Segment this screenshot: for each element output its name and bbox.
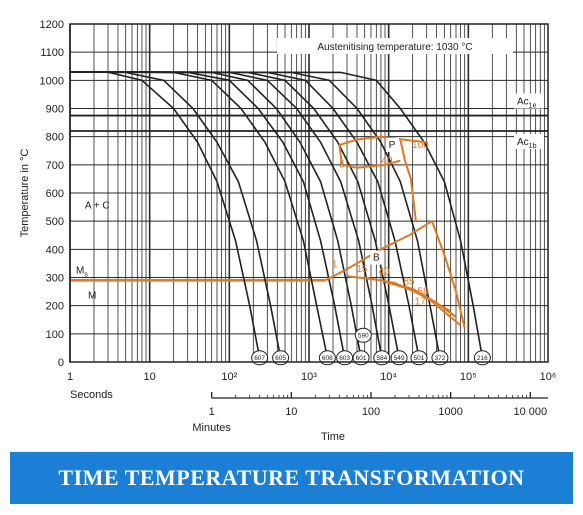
region-label: P	[389, 140, 396, 151]
transformation-percentage: 40	[381, 155, 393, 166]
transformation-curve-bainite-start	[324, 220, 433, 282]
hardness-value: 590	[358, 333, 369, 340]
hardness-value: 603	[339, 355, 350, 362]
time-axis-label: Time	[321, 431, 345, 443]
transformation-percentage: 40	[379, 267, 391, 278]
transformation-curve-bainite-lower-3	[384, 280, 457, 318]
minutes-tick-label: 1000	[438, 406, 462, 418]
grid	[69, 23, 548, 363]
cooling-curve-601	[69, 71, 362, 358]
transformation-curve-bainite-100	[431, 220, 466, 329]
transformation-percentage: 58	[417, 286, 429, 297]
transformation-curve-pearlite-lower	[338, 144, 401, 169]
title-banner: TIME TEMPERATURE TRANSFORMATION	[10, 452, 573, 504]
y-tick-label: 0	[58, 357, 64, 369]
hardness-value: 601	[356, 355, 367, 362]
banner-title: TIME TEMPERATURE TRANSFORMATION	[58, 465, 525, 490]
cooling-curve-608	[69, 71, 329, 358]
region-label-bg	[385, 137, 399, 152]
transformation-percentage: 17	[415, 296, 427, 307]
critical-label-ac1b: Ac1b	[517, 137, 537, 150]
austenitising-annotation: Austenitising temperature: 1030 °C	[317, 42, 472, 53]
hardness-value: 501	[414, 355, 425, 362]
seconds-tick-label: 10⁶	[540, 371, 557, 383]
critical-label-bg	[514, 93, 544, 109]
critical-temperature-lines: Ac1e Ac1b	[70, 93, 548, 282]
hardness-value: 608	[322, 355, 333, 362]
hardness-marker	[354, 327, 372, 343]
hardness-value: 372	[434, 355, 445, 362]
y-tick-label: 700	[46, 160, 64, 172]
region-label: B	[373, 253, 380, 264]
y-tick-label: 300	[46, 273, 64, 285]
axes: 0100200300400500600700800900100011001200…	[19, 19, 556, 443]
cooling-curves	[69, 71, 484, 358]
minutes-tick-label: 1	[209, 406, 215, 418]
y-tick-label: 1000	[40, 75, 64, 87]
y-tick-label: 400	[46, 244, 64, 256]
y-axis-label: Temperature in °C	[19, 149, 31, 238]
critical-label-bg	[514, 134, 544, 150]
seconds-tick-label: 10²	[221, 371, 237, 383]
transformation-percentage: 1	[332, 260, 338, 271]
seconds-tick-label: 10³	[301, 371, 317, 383]
hardness-value: 549	[394, 355, 405, 362]
hardness-value: 216	[477, 355, 488, 362]
annotation-bg	[276, 38, 513, 54]
cooling-curve-372	[69, 71, 441, 358]
transformation-percentage: 15	[356, 264, 368, 275]
y-tick-label: 800	[46, 132, 64, 144]
region-label: M	[88, 291, 96, 302]
transformation-percentage: 85	[403, 277, 415, 288]
cooling-curve-607	[69, 71, 261, 358]
cooling-curve-605	[69, 71, 282, 358]
region-label: A + C	[85, 200, 110, 211]
cooling-curve-603	[69, 71, 346, 358]
hardness-value: 605	[275, 355, 286, 362]
hardness-value: 584	[376, 355, 387, 362]
plot-frame	[69, 23, 549, 363]
seconds-tick-label: 10	[144, 371, 156, 383]
minutes-tick-label: 10 000	[513, 406, 547, 418]
cooling-curve-549	[69, 71, 400, 358]
region-label-bg	[370, 250, 384, 265]
transformation-curve-pearlite-100	[399, 139, 417, 222]
cooling-curve-584	[69, 71, 383, 358]
y-tick-label: 500	[46, 216, 64, 228]
y-tick-label: 900	[46, 104, 64, 116]
y-tick-label: 200	[46, 301, 64, 313]
transformation-percentage: 100	[412, 140, 429, 151]
cooling-curve-501	[69, 71, 420, 358]
y-tick-label: 600	[46, 188, 64, 200]
y-tick-label: 100	[46, 329, 64, 341]
transformation-curve-bainite-lower-2	[364, 276, 462, 327]
minutes-axis-label: Minutes	[192, 422, 231, 434]
hardness-value: 607	[254, 355, 265, 362]
minutes-tick-label: 100	[362, 406, 380, 418]
seconds-axis-label: Seconds	[70, 389, 113, 401]
transformation-curve-pearlite-start	[338, 135, 427, 147]
transformation-curves	[324, 135, 466, 329]
y-tick-label: 1200	[40, 19, 64, 31]
minutes-tick-label: 10	[285, 406, 297, 418]
y-tick-label: 1100	[40, 47, 64, 59]
critical-label-ac1e: Ac1e	[517, 97, 537, 110]
transformation-percentage: 5	[339, 160, 345, 171]
seconds-tick-label: 1	[67, 371, 73, 383]
seconds-tick-label: 10⁴	[380, 371, 397, 383]
seconds-tick-label: 10⁵	[460, 371, 477, 383]
ms-label: Ms	[76, 265, 88, 278]
